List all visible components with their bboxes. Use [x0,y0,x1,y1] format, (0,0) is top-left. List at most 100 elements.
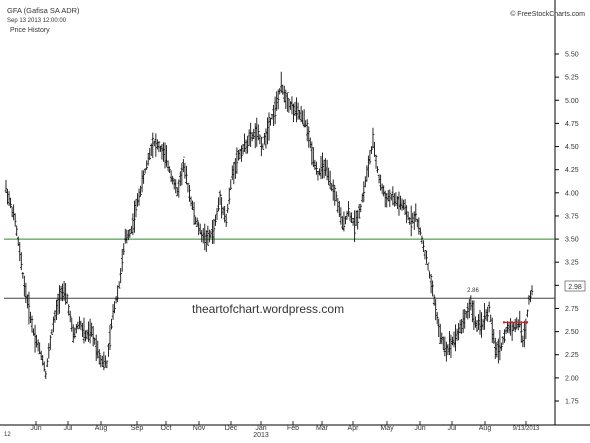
ohlc-bar-145 [226,203,230,214]
watermark-text: theartofchart.wordpress.com [192,302,344,316]
ohlc-bar-214 [331,179,335,201]
ohlc-bar-144 [224,213,228,227]
ohlc-bar-278 [429,274,433,294]
x-tick-label-15: 9/13/2013 [513,426,540,432]
ohlc-bar-272 [420,235,424,244]
y-tick-label-8: 3.50 [565,237,579,244]
ohlc-bar-6 [13,213,17,227]
ohlc-bar-139 [217,197,220,211]
ohlc-bar-138 [215,207,219,221]
x-tick-label-2: Aug [95,425,108,432]
last-price-label: 2.98 [568,284,582,291]
ohlc-bar-167 [260,136,263,157]
ohlc-bar-151 [235,147,239,174]
ohlc-bar-276 [426,262,430,271]
ohlc-bar-69 [110,318,113,330]
ohlc-bar-282 [435,311,439,325]
y-axis-ticks: 5.50 5.25 5.00 4.75 4.50 4.25 4.00 3.75 3.50 3.25… [555,52,579,406]
chart-title: GFA (Gafisa SA ADR) [7,6,80,15]
ohlc-bar-84 [133,200,136,233]
ohlc-bar-203 [315,161,318,175]
ohlc-bar-238 [368,149,372,165]
ohlc-bars [4,71,534,379]
ohlc-bar-28 [47,343,51,359]
ohlc-bar-234 [362,181,366,203]
ohlc-bar-88 [139,185,142,197]
chart-subtitle: Price History [10,27,50,34]
x-axis-ticks: Jun Jul Aug Sep Oct Nov Dec Jan Feb Mar Apr May Jun J… [30,421,540,432]
chart-date: Sep 13 2013 12:00:00 [7,18,67,24]
ohlc-bar-40 [65,293,69,304]
ohlc-bar-125 [195,217,199,228]
ohlc-bar-251 [388,189,392,207]
ohlc-bar-136 [212,218,216,244]
ohlc-bar-271 [419,227,422,236]
y-tick-label-9: 3.25 [565,260,579,267]
last-price-box [564,280,586,292]
y-tick-label-0: 5.50 [565,52,579,59]
ohlc-bar-324 [500,342,503,351]
y-tick-label-12: 2.50 [565,329,579,336]
ohlc-bar-132 [206,225,210,246]
ohlc-bar-96 [151,132,155,158]
ohlc-bar-3 [9,197,12,209]
x-tick-label-9: Mar [316,425,329,432]
ohlc-bar-326 [503,329,506,343]
ohlc-bar-268 [414,203,418,222]
ohlc-bar-47 [76,321,80,330]
ohlc-bar-29 [49,335,52,350]
ohlc-bar-185 [287,97,291,113]
ohlc-bar-230 [356,210,359,230]
ohlc-bar-240 [371,127,375,150]
ohlc-bar-120 [188,184,191,202]
y-tick-label-2: 5.00 [565,98,579,105]
ohlc-bar-280 [432,294,436,306]
ohlc-bar-215 [333,185,337,206]
ohlc-bar-27 [45,358,49,368]
ohlc-bar-100 [157,141,161,153]
ohlc-bar-137 [214,214,217,226]
red-marker-segment [502,321,529,324]
ohlc-bar-224 [347,201,350,217]
ohlc-bar-7 [15,225,19,237]
ohlc-bar-45 [73,327,77,339]
x-tick-label-0: Jun [30,425,41,432]
ohlc-bar-90 [142,170,145,184]
x-tick-label-6: Dec [225,425,238,432]
y-tick-label-13: 2.25 [565,352,579,359]
ohlc-bar-41 [67,304,70,316]
ohlc-bar-107 [168,166,171,174]
ohlc-bar-197 [305,119,309,142]
ohlc-bar-333 [513,318,517,333]
ohlc-bar-26 [44,370,48,379]
ohlc-bar-337 [519,321,523,343]
ohlc-bar-172 [267,112,271,141]
y-tick-label-15: 1.75 [565,399,579,406]
ohlc-bar-77 [122,243,126,256]
ohlc-bar-66 [105,360,109,369]
ohlc-bar-10 [19,252,23,271]
ohlc-bar-165 [256,124,260,141]
ohlc-bar-166 [258,134,262,145]
ohlc-bar-73 [116,285,119,303]
x-tick-label-13: Jul [448,425,457,432]
annotation-2-86: 2.86 [467,288,479,294]
ohlc-bar-243 [376,166,379,174]
y-tick-label-7: 3.75 [565,213,579,220]
y-tick-label-11: 2.75 [565,306,579,313]
source-label: © FreeStockCharts.com [510,10,585,18]
ohlc-bar-176 [273,96,277,125]
x-tick-label-10: Apr [348,425,360,432]
ohlc-bar-68 [108,325,112,351]
ohlc-bar-275 [425,250,428,265]
y-tick-label-1: 5.25 [565,75,579,82]
ohlc-bar-341 [526,309,529,318]
y-tick-label-5: 4.25 [565,167,579,174]
x-tick-label-7: Jan [255,425,266,432]
red-segment-end [525,321,529,324]
ohlc-bar-242 [374,154,378,169]
y-tick-label-14: 2.00 [565,375,579,382]
x-tick-label-8: Feb [287,425,299,432]
ohlc-bar-75 [119,267,122,284]
